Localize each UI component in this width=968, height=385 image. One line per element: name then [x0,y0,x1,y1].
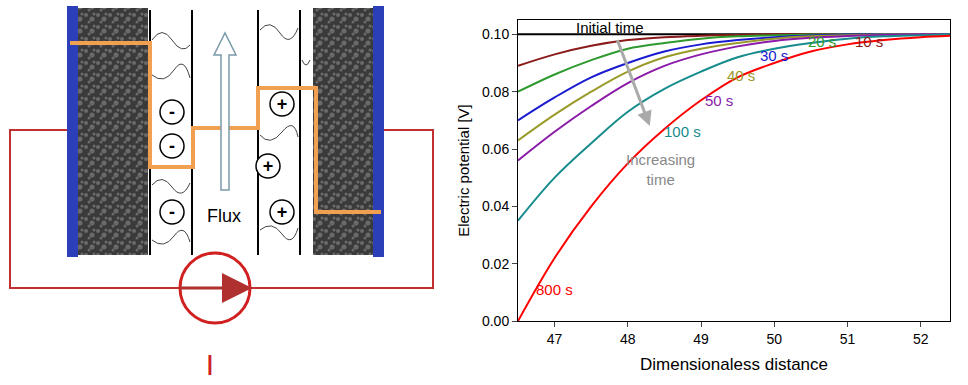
svg-text:I: I [206,348,214,381]
svg-text:Electric potential [V]: Electric potential [V] [455,104,472,237]
svg-text:Increasingtime: Increasingtime [626,151,695,188]
svg-text:48: 48 [620,331,636,347]
svg-text:+: + [277,202,288,222]
svg-text:-: - [169,136,175,156]
svg-text:0.06: 0.06 [482,141,509,157]
svg-text:800 s: 800 s [536,281,573,298]
svg-text:47: 47 [547,331,563,347]
svg-text:+: + [277,94,288,114]
svg-text:50: 50 [766,331,782,347]
svg-text:Dimensionaless distance: Dimensionaless distance [640,355,828,374]
svg-text:0.04: 0.04 [482,198,509,214]
svg-text:49: 49 [693,331,709,347]
svg-text:10 s: 10 s [855,33,883,50]
svg-text:-: - [169,102,175,122]
svg-text:0.00: 0.00 [482,313,509,329]
svg-text:20 s: 20 s [808,33,836,50]
svg-text:40 s: 40 s [727,67,755,84]
svg-text:0.08: 0.08 [482,84,509,100]
svg-text:0.10: 0.10 [482,26,509,42]
svg-text:Initial time: Initial time [576,19,644,36]
svg-text:-: - [169,202,175,222]
svg-text:Flux: Flux [207,206,241,226]
svg-text:51: 51 [840,331,856,347]
svg-text:100 s: 100 s [664,123,701,140]
svg-text:+: + [263,156,274,176]
svg-text:0.02: 0.02 [482,256,509,272]
svg-text:30 s: 30 s [760,47,788,64]
svg-text:52: 52 [913,331,929,347]
svg-text:50 s: 50 s [705,92,733,109]
